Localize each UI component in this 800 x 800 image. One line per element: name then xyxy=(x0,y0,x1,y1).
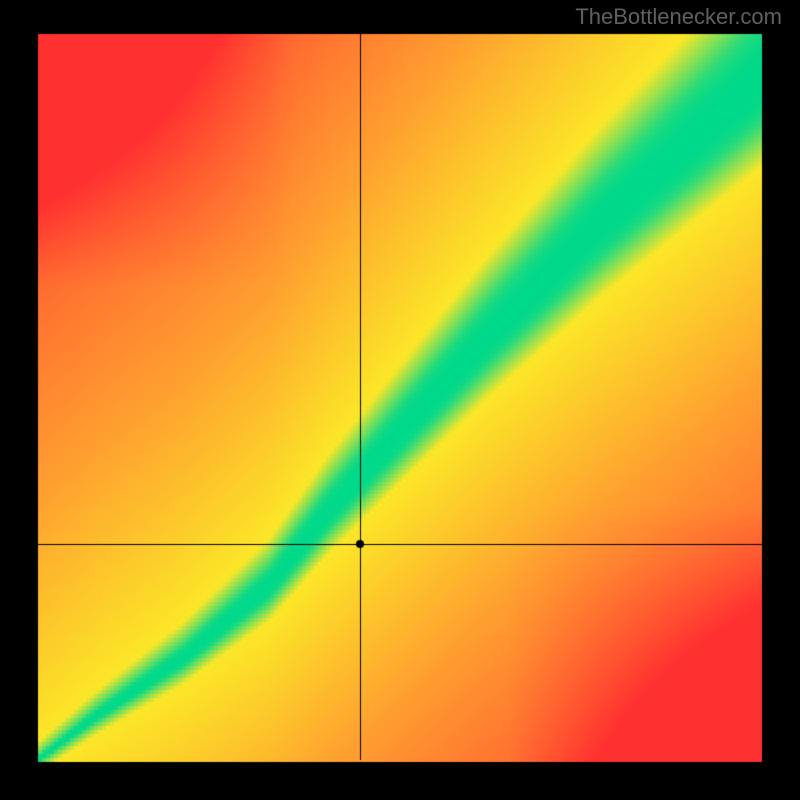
heatmap-canvas xyxy=(0,0,800,800)
watermark-text: TheBottlenecker.com xyxy=(575,4,782,30)
chart-container: TheBottlenecker.com xyxy=(0,0,800,800)
